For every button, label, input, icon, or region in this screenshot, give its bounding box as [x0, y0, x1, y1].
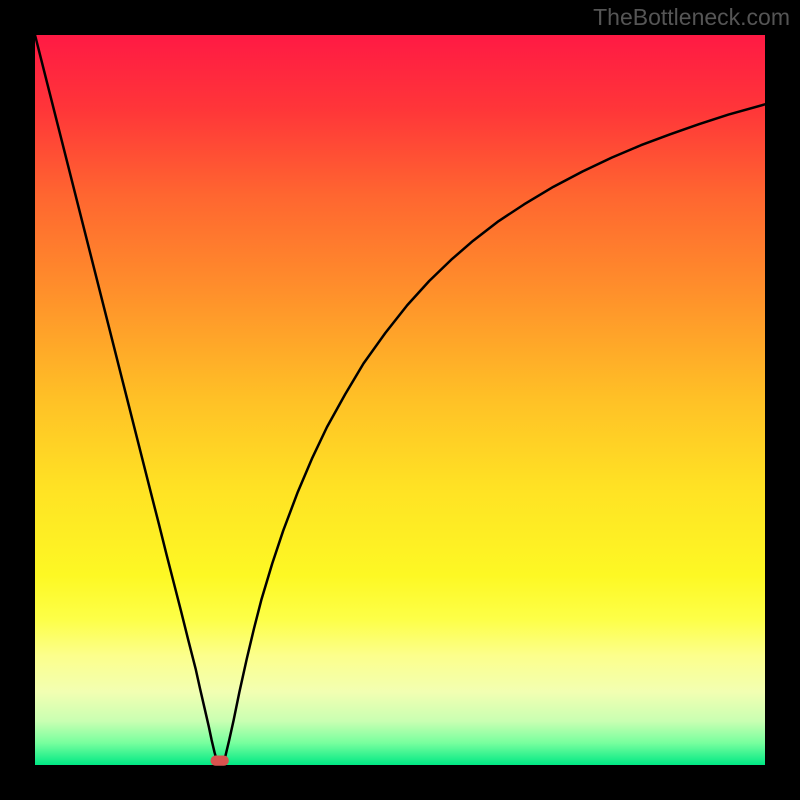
chart-svg	[0, 0, 800, 800]
bottleneck-chart: TheBottleneck.com	[0, 0, 800, 800]
chart-plot-background	[35, 35, 765, 765]
watermark-text: TheBottleneck.com	[593, 4, 790, 31]
optimal-marker	[211, 756, 229, 766]
